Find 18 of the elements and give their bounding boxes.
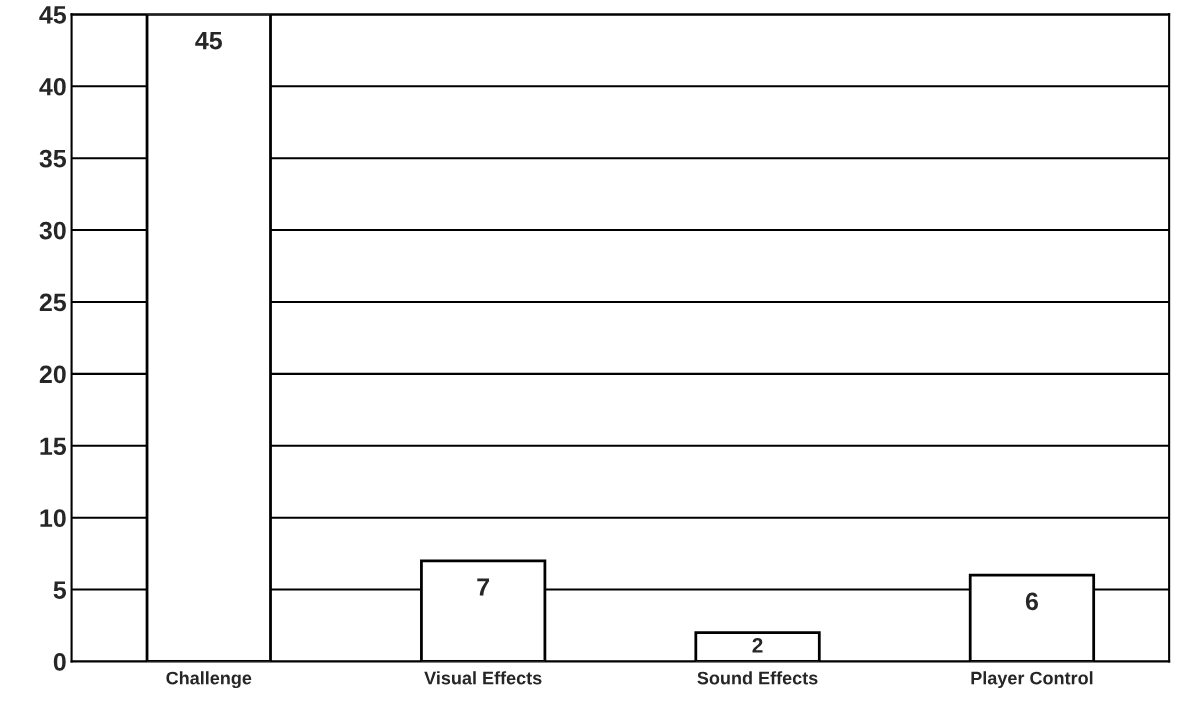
x-tick-label: Player Control xyxy=(971,671,1093,689)
data-label: 7 xyxy=(477,578,490,596)
x-tick-label: Sound Effects xyxy=(697,671,818,685)
y-tick-label: 25 xyxy=(39,293,67,312)
y-tick-label: 30 xyxy=(39,221,66,240)
y-tick-label: 10 xyxy=(40,509,66,527)
y-tick-label: 40 xyxy=(39,77,66,96)
x-tick-label: Visual Effects xyxy=(424,671,542,685)
y-tick-label: 0 xyxy=(53,653,66,671)
x-tick-label: Challenge xyxy=(166,671,252,689)
y-tick-label: 20 xyxy=(39,365,66,384)
y-tick-label: 15 xyxy=(40,437,67,456)
data-label: 6 xyxy=(1025,592,1038,611)
data-label: 2 xyxy=(752,637,763,653)
data-label: 45 xyxy=(195,31,222,50)
y-tick-label: 45 xyxy=(39,6,67,24)
y-tick-label: 35 xyxy=(39,149,67,168)
y-tick-label: 5 xyxy=(53,581,67,599)
